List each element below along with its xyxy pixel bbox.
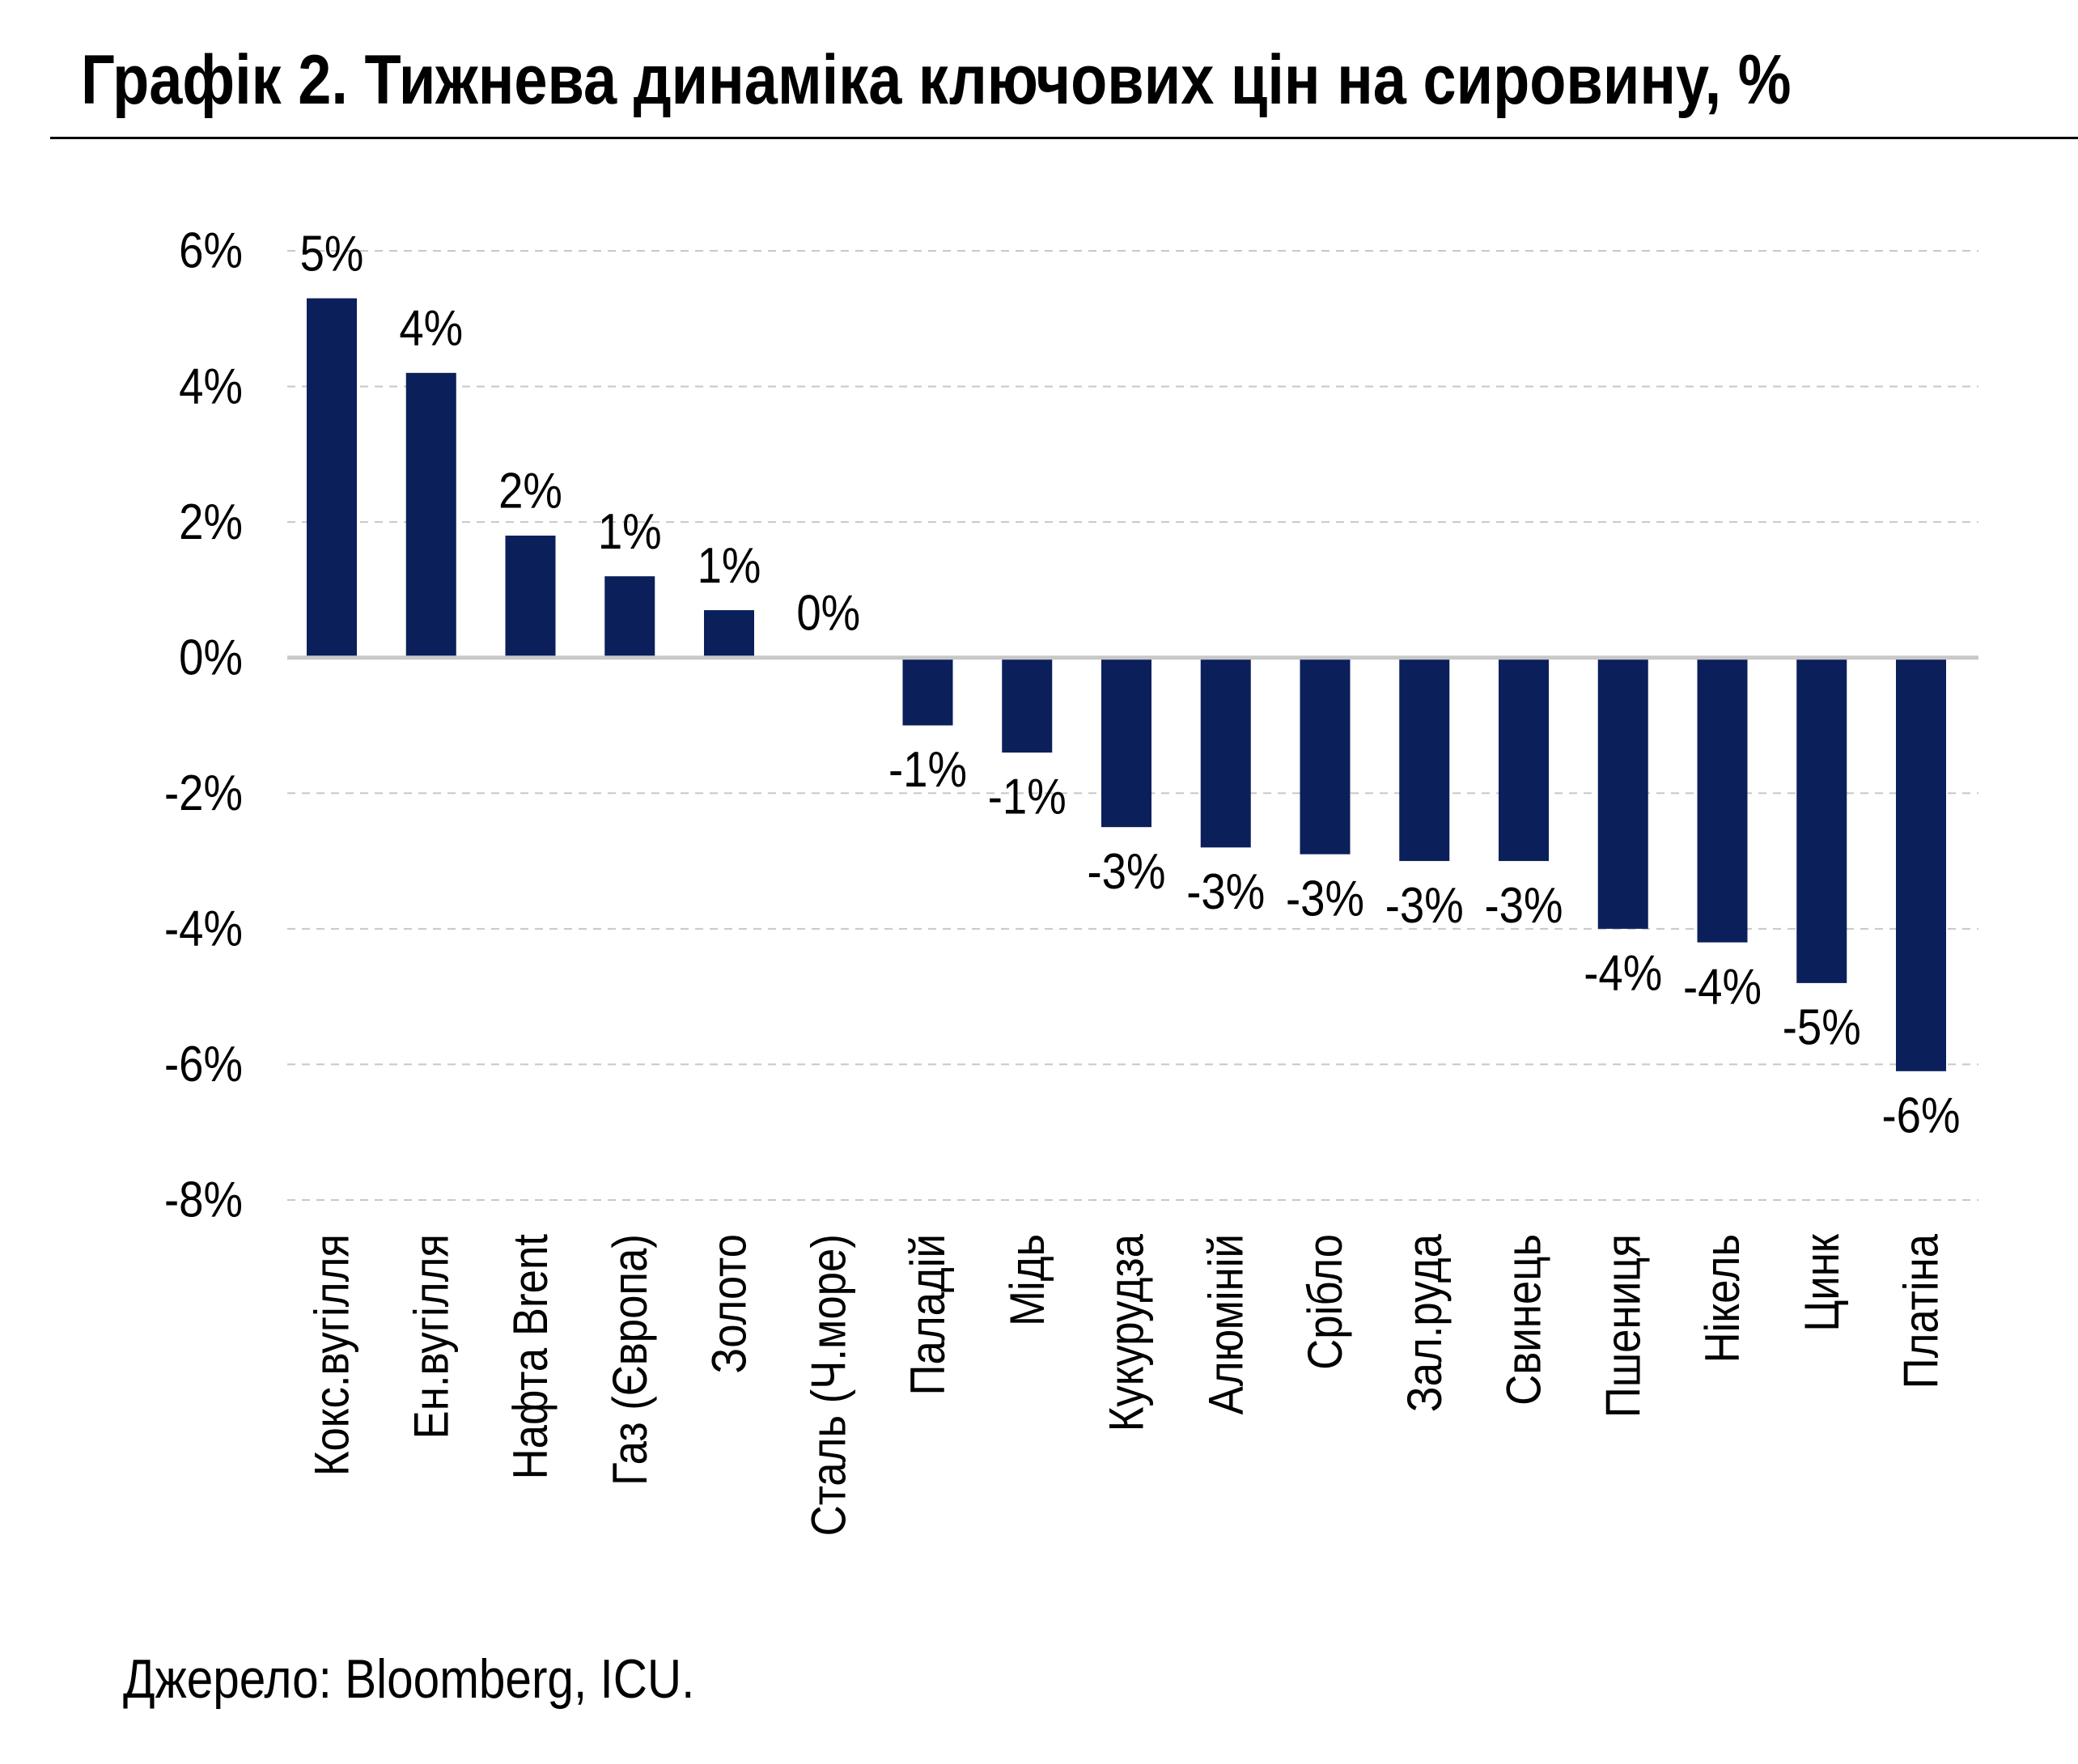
data-label: -3% <box>1286 871 1364 927</box>
y-tick-label: -6% <box>164 1037 243 1092</box>
bar <box>505 535 556 658</box>
x-category-label: Сталь (Ч.море) <box>801 1234 855 1536</box>
data-label: -1% <box>888 742 967 798</box>
bar <box>604 576 655 658</box>
bar <box>1697 657 1748 943</box>
y-tick-label: -2% <box>164 765 243 821</box>
bar <box>1300 657 1351 854</box>
x-category-label: Свинець <box>1497 1234 1551 1406</box>
data-label: 0% <box>796 585 860 641</box>
data-label: 1% <box>598 504 662 560</box>
data-label: -6% <box>1882 1088 1961 1143</box>
y-tick-label: 6% <box>179 223 243 278</box>
y-tick-label: 2% <box>179 494 243 550</box>
bar <box>704 610 754 658</box>
bar <box>1200 657 1251 848</box>
x-category-label: Ен.вугілля <box>404 1234 458 1439</box>
x-category-label: Мідь <box>1000 1234 1054 1326</box>
x-category-label: Кукурудза <box>1100 1233 1154 1431</box>
data-label: 1% <box>698 538 761 594</box>
x-category-label: Паладій <box>901 1234 955 1395</box>
y-tick-label: 4% <box>179 358 243 414</box>
bar <box>1101 657 1151 828</box>
data-label: -4% <box>1683 959 1762 1015</box>
y-tick-label: -8% <box>164 1172 243 1228</box>
x-category-label: Цинк <box>1795 1234 1849 1332</box>
data-label: 4% <box>399 300 463 356</box>
x-category-label: Нафта Brent <box>503 1234 558 1480</box>
bar <box>1399 657 1450 862</box>
chart-title: Графік 2. Тижнева динаміка ключових цін … <box>81 41 1792 119</box>
bar <box>1896 657 1946 1071</box>
data-label: -1% <box>988 770 1067 825</box>
x-category-label: Зал.руда <box>1397 1233 1452 1412</box>
bar <box>405 372 456 658</box>
source-note: Джерело: Bloomberg, ICU. <box>123 1648 695 1710</box>
y-tick-label: 0% <box>179 630 243 685</box>
x-category-label: Пшениця <box>1596 1234 1650 1418</box>
x-category-label: Кокс.вугілля <box>305 1234 359 1476</box>
x-category-label: Алюміній <box>1198 1234 1253 1414</box>
bar <box>1499 657 1549 862</box>
data-label: -3% <box>1485 878 1563 934</box>
data-label: -5% <box>1783 999 1861 1055</box>
data-label: 5% <box>300 226 364 282</box>
y-tick-label: -4% <box>164 901 243 956</box>
bar <box>1597 657 1648 929</box>
x-category-label: Золото <box>702 1234 757 1374</box>
data-label: -4% <box>1584 945 1662 1001</box>
x-category-label: Газ (Європа) <box>603 1234 657 1486</box>
data-label: 2% <box>498 463 562 519</box>
bar <box>902 657 953 726</box>
x-category-label: Срібло <box>1298 1234 1352 1370</box>
data-label: -3% <box>1186 864 1265 920</box>
x-category-label: Платіна <box>1894 1233 1949 1389</box>
x-category-label: Нікель <box>1695 1234 1749 1363</box>
title-divider <box>50 137 2078 139</box>
data-label: -3% <box>1385 878 1464 934</box>
data-label: -3% <box>1088 844 1166 900</box>
bar <box>307 298 357 658</box>
bar <box>1002 657 1053 753</box>
bar <box>1796 657 1847 983</box>
